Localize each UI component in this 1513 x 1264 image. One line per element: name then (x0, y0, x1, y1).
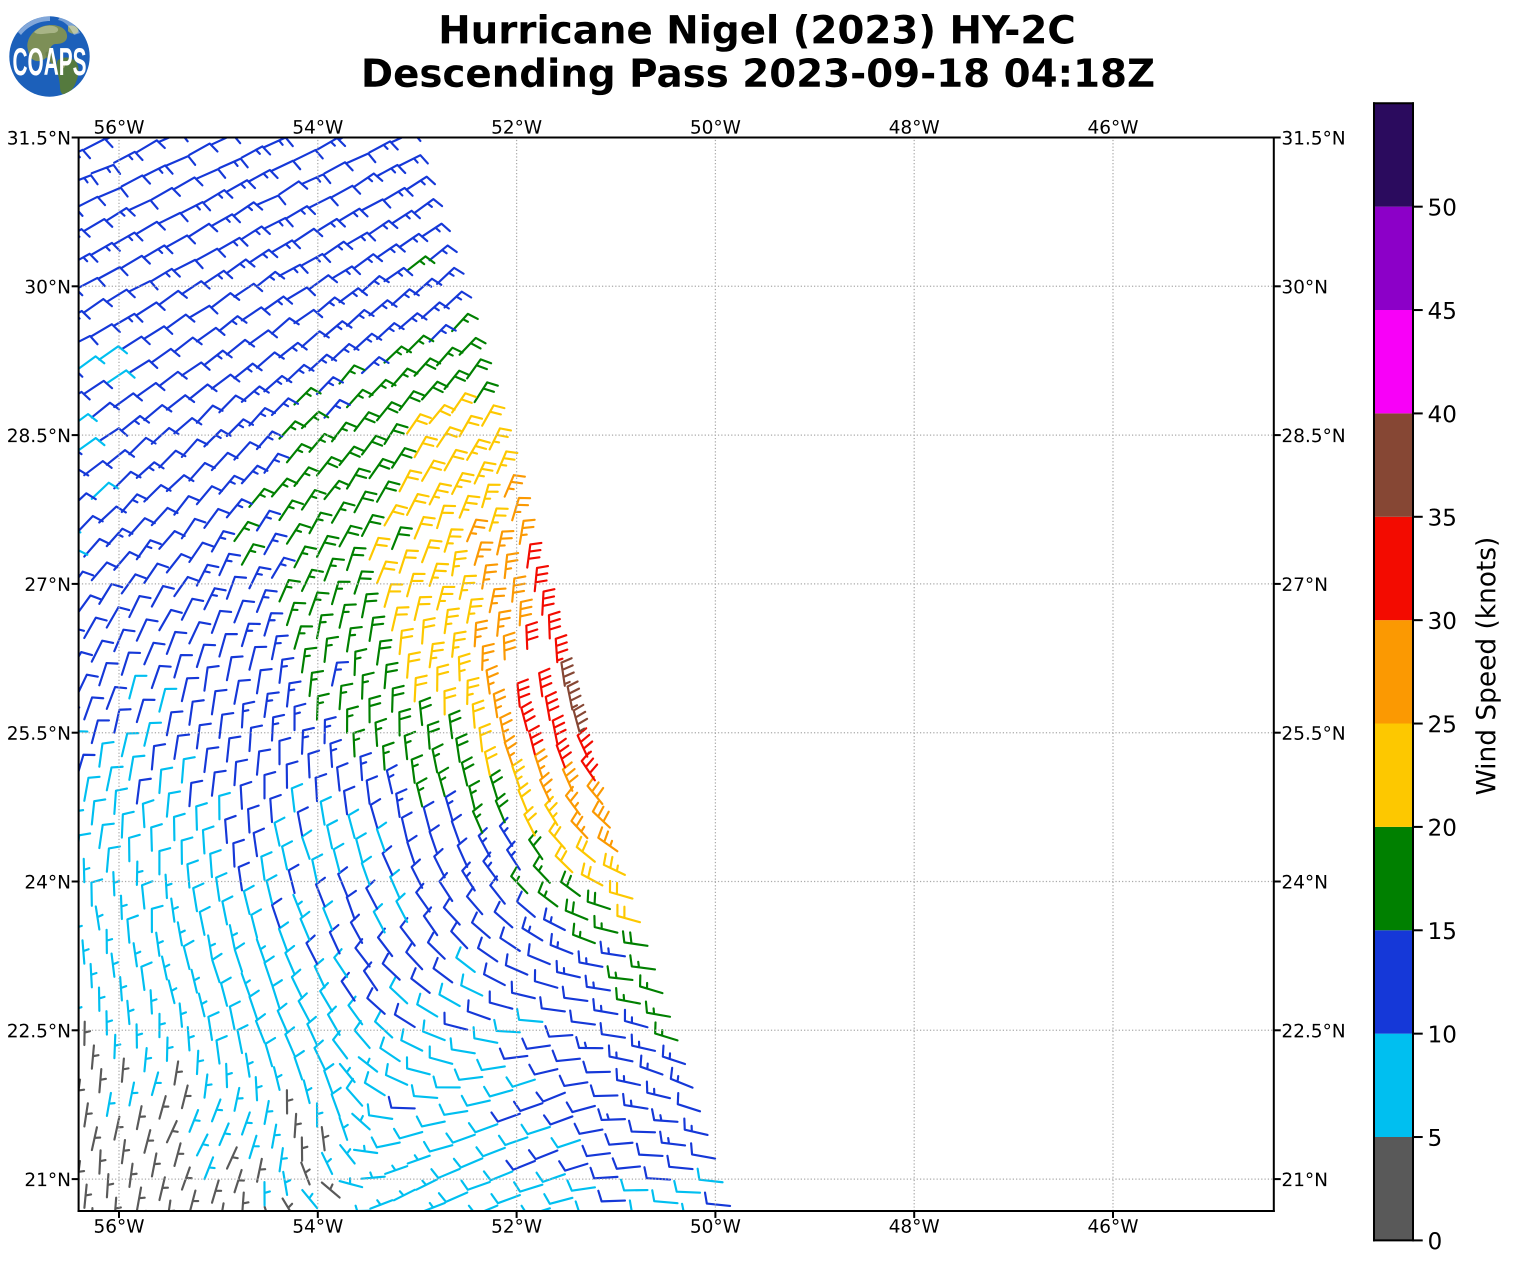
svg-text:COAPS: COAPS (13, 41, 87, 84)
